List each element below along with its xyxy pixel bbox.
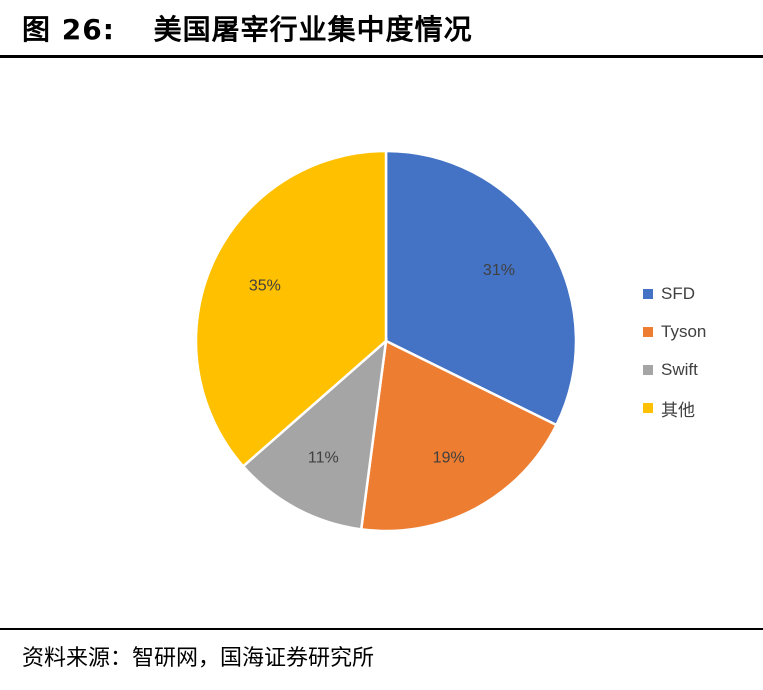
legend-swatch [643, 289, 653, 299]
pie-slice-label-1: 19% [433, 450, 465, 467]
legend-item-1: Tyson [643, 313, 706, 351]
legend-label: Tyson [661, 322, 707, 341]
pie-slice-label-3: 35% [249, 277, 281, 294]
figure-title: 图 26: 美国屠宰行业集中度情况 [22, 8, 473, 52]
chart-legend: SFD Tyson Swift 其他 [643, 275, 706, 427]
source-note: 资料来源：智研网，国海证券研究所 [22, 646, 375, 671]
top-rule [0, 55, 763, 58]
legend-swatch [643, 403, 653, 413]
legend-item-3: 其他 [643, 389, 706, 427]
legend-swatch [643, 327, 653, 337]
legend-label: SFD [661, 284, 695, 303]
legend-label: Swift [661, 360, 698, 379]
legend-swatch [643, 365, 653, 375]
pie-slice-1 [359, 339, 559, 533]
legend-item-0: SFD [643, 275, 706, 313]
figure-title-text: 美国屠宰行业集中度情况 [153, 13, 473, 46]
legend-item-2: Swift [643, 351, 706, 389]
bottom-rule [0, 628, 763, 630]
pie-slice-2 [241, 337, 388, 531]
pie-slice-3 [194, 149, 388, 469]
legend-label: 其他 [661, 400, 695, 420]
pie-slice-label-2: 11% [308, 450, 339, 467]
pie-chart: 31% 19% 11% 35% [194, 149, 578, 533]
pie-slice-label-0: 31% [483, 262, 515, 279]
figure-label: 图 26: [22, 13, 115, 46]
pie-slice-0 [384, 149, 578, 427]
